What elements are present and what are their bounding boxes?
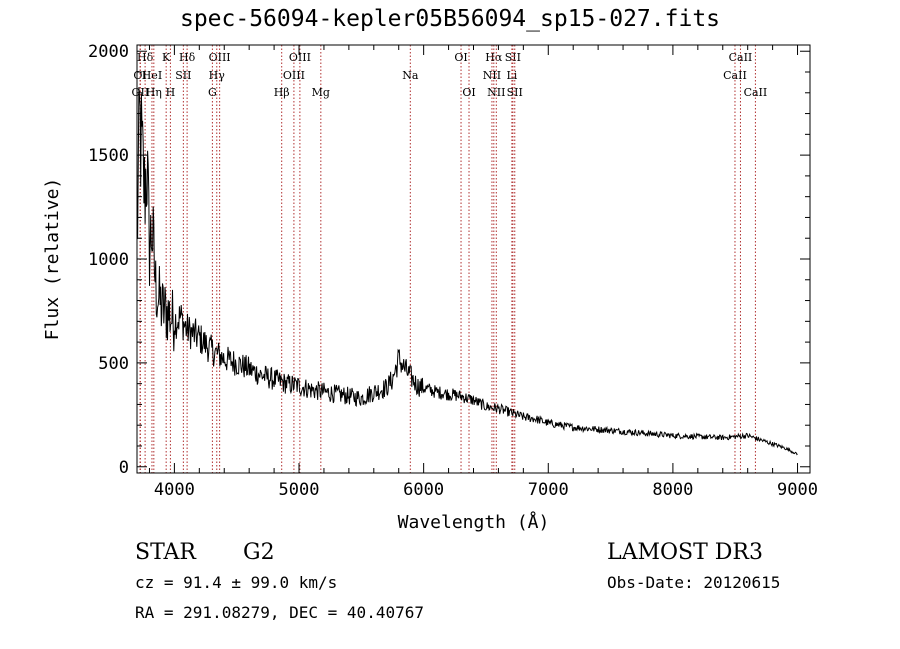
marker-label: OIII — [283, 69, 305, 82]
marker-label: Hη — [146, 86, 162, 99]
marker-label: SII — [507, 86, 523, 99]
x-tick-label: 6000 — [403, 480, 444, 500]
marker-label: OI — [454, 51, 467, 64]
x-tick-label: 4000 — [154, 480, 195, 500]
marker-label: CaII — [729, 51, 753, 64]
coordinates: RA = 291.08279, DEC = 40.40767 — [135, 603, 424, 622]
marker-label: CaII — [744, 86, 768, 99]
x-tick-label: 7000 — [528, 480, 569, 500]
marker-label: Hγ — [209, 69, 226, 82]
marker-label: Li — [506, 69, 517, 82]
marker-label: NII — [483, 69, 501, 82]
marker-label: OI — [462, 86, 475, 99]
plot-frame — [136, 44, 811, 474]
survey-name: LAMOST DR3 — [607, 540, 763, 565]
marker-label: Mg — [312, 86, 330, 99]
marker-label: CaII — [723, 69, 747, 82]
y-axis-label: Flux (relative) — [42, 178, 63, 341]
marker-label: K — [162, 51, 171, 64]
object-subclass: G2 — [243, 540, 275, 565]
flux-line — [136, 87, 798, 456]
marker-label: NII — [487, 86, 505, 99]
marker-label: OIII — [209, 51, 231, 64]
x-tick-label: 9000 — [777, 480, 818, 500]
y-tick-label: 1500 — [88, 146, 129, 166]
redshift-cz: cz = 91.4 ± 99.0 km/s — [135, 573, 338, 592]
marker-label: Hδ — [179, 51, 196, 64]
y-tick-label: 2000 — [88, 42, 129, 62]
obs-date: Obs-Date: 20120615 — [607, 573, 781, 592]
marker-label: SII — [505, 51, 521, 64]
marker-label: G — [208, 86, 217, 99]
y-tick-label: 0 — [119, 458, 129, 478]
x-tick-label: 5000 — [279, 480, 320, 500]
marker-label: Na — [402, 69, 419, 82]
marker-label: HeI — [142, 69, 162, 82]
marker-label: Hα — [485, 51, 503, 64]
x-axis-label: Wavelength (Å) — [398, 511, 550, 533]
marker-label: SII — [175, 69, 191, 82]
y-tick-label: 1000 — [88, 250, 129, 270]
marker-label: Hδ — [137, 51, 154, 64]
marker-label: H — [166, 86, 176, 99]
chart-title: spec-56094-kepler05B56094_sp15-027.fits — [179, 6, 721, 32]
object-class: STAR — [135, 540, 196, 565]
axis-ticks: 4000 5000 6000 7000 8000 9000 0 500 1000 1500 2000 — [88, 42, 818, 500]
marker-label: Hβ — [274, 86, 290, 99]
x-tick-label: 8000 — [652, 480, 693, 500]
y-tick-label: 500 — [98, 354, 129, 374]
marker-label: OIII — [289, 51, 311, 64]
